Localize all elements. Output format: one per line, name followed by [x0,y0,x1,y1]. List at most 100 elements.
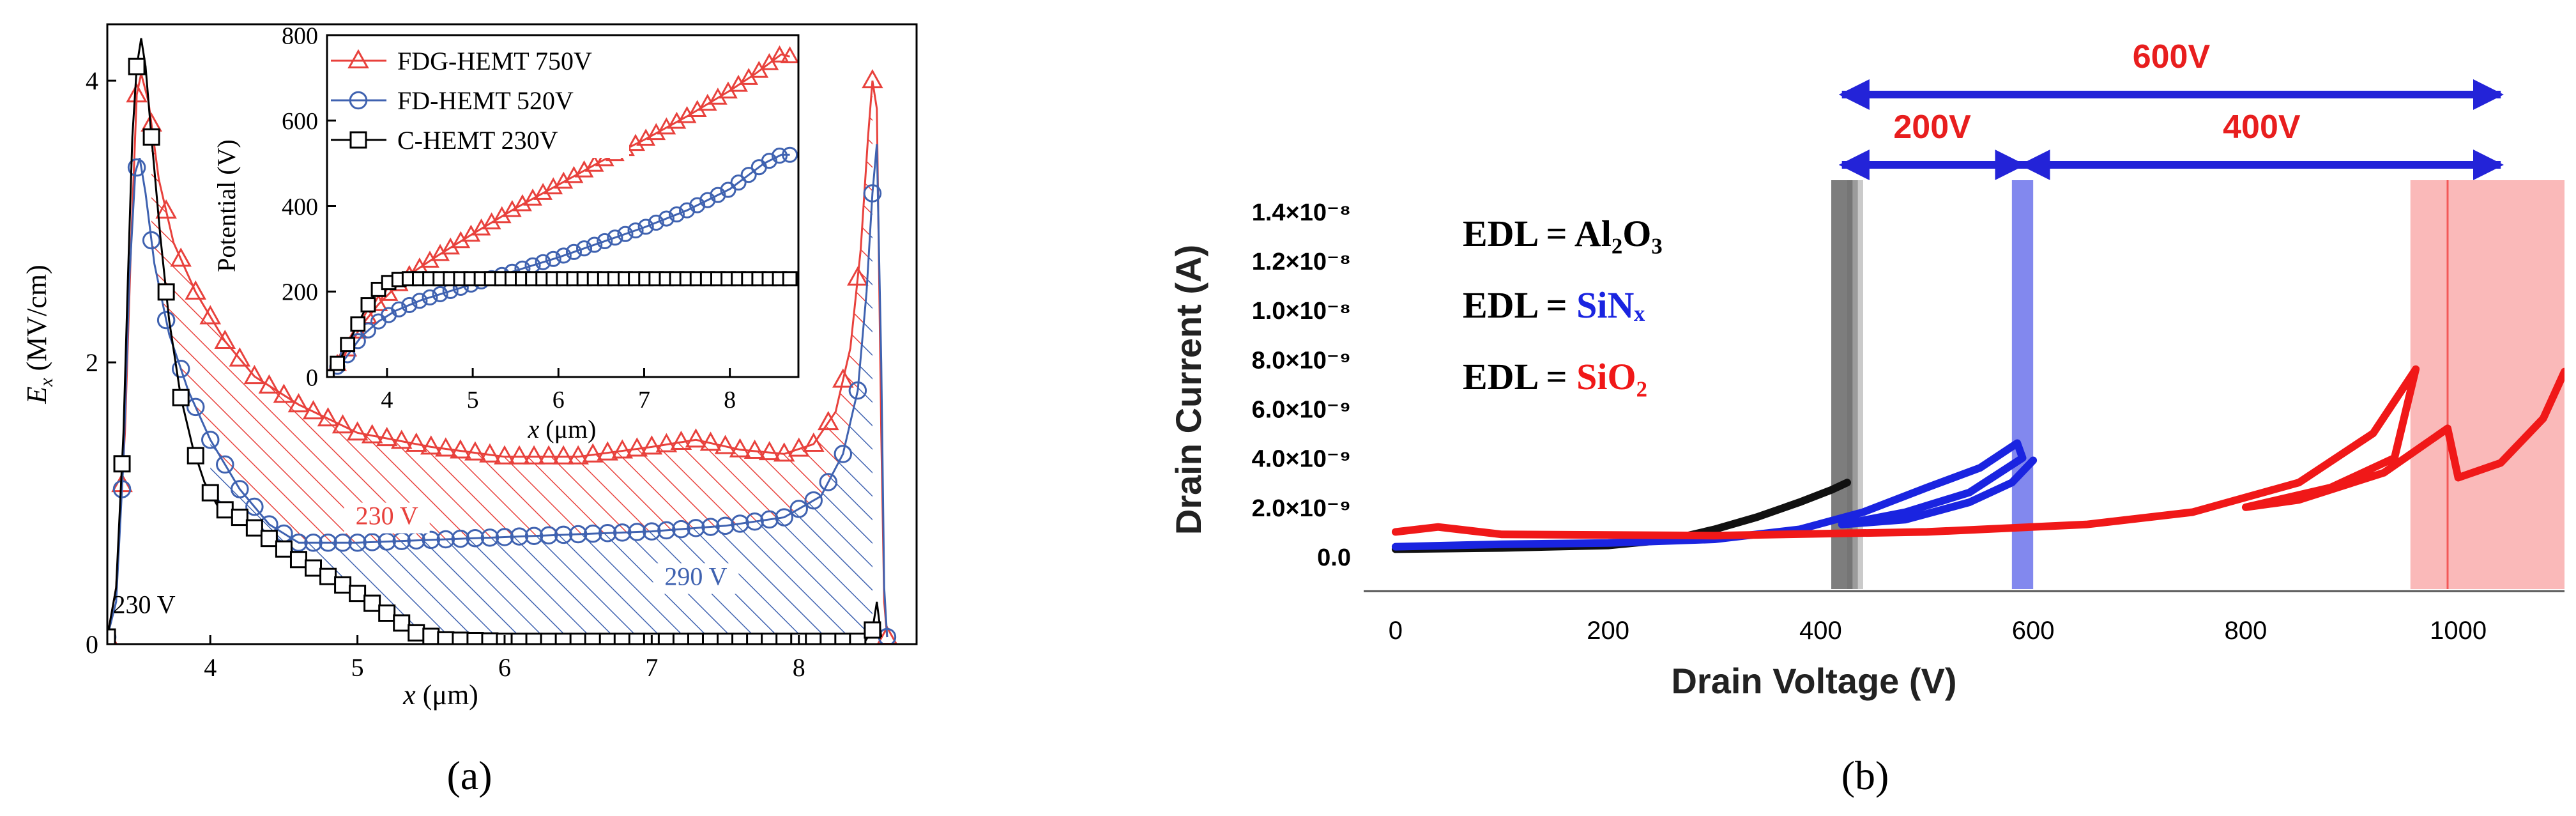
data-point [349,585,367,603]
panel-b-series [1391,365,2565,553]
data-point [258,374,280,394]
data-point [545,250,561,267]
data-point [689,197,706,213]
data-point [607,229,623,246]
y-axis-label: Ex (MV/cm) [21,265,57,404]
data-point [289,551,307,569]
data-point [378,604,396,622]
data-point [481,632,499,644]
data-point [847,266,869,286]
data-point [231,509,248,527]
data-point [432,286,448,302]
data-point [214,329,236,350]
data-point [760,510,779,529]
data-point [773,442,795,462]
data-point [553,445,574,465]
x-tick-label: 5 [467,387,479,413]
data-point [334,576,352,594]
data-point [817,411,839,431]
data-point [187,447,204,465]
data-point [480,528,499,547]
inset-axes: 4 5 6 7 8 0 200 400 600 800 x (μm) Potential (V) [212,22,736,443]
data-point [761,633,779,644]
data-point [731,633,749,644]
panel-a-inset: 4 5 6 7 8 0 200 400 600 800 x (μm) Potential (V) FD… [212,22,800,443]
data-point [655,433,678,452]
data-point [260,530,278,548]
x-tick-label: 4 [381,387,393,413]
data-point [687,519,705,537]
data-point [363,533,381,551]
x-tick-label: 400 [1799,617,1842,645]
data-point [729,438,751,458]
data-point [201,431,220,449]
data-point [586,236,603,253]
data-point [304,534,323,552]
data-point [582,443,604,463]
legend-label: C-HEMT 230V [397,126,558,155]
data-point [510,633,528,644]
data-point [701,633,719,644]
data-point [554,633,572,644]
data-point [672,633,690,644]
data-point [229,347,251,367]
annotation-label: 230 V [356,502,418,530]
data-point [627,222,644,239]
y-tick-label: 1.2×10⁻⁸ [1252,249,1351,275]
data-point [575,240,593,257]
y-tick-label: 1.4×10⁻⁸ [1252,199,1351,226]
data-point [617,226,634,242]
data-point [391,301,408,318]
annotation-background [344,502,430,534]
x-tick-label: 6 [498,653,511,682]
data-point [710,187,726,203]
data-point [775,508,793,527]
data-point [333,534,352,552]
data-point [687,633,705,644]
data-point [348,534,367,552]
data-point [771,148,788,164]
legend-item: FD-HEMT 520V [329,82,629,118]
legend-label: FD-HEMT 520V [397,86,574,115]
data-point [643,522,661,541]
legend-swatch-marker [347,49,369,68]
data-point [436,530,455,549]
x-tick-label: 7 [638,387,650,413]
shaded-regions [151,81,873,642]
voltage-arrow-label: 400V [2223,109,2301,146]
data-point [330,355,346,371]
blue-hatched-region [210,193,873,642]
data-point [819,633,837,644]
panel-b: 0 200 400 600 800 1000 0.0 2.0×10⁻⁹ 4.0×10⁻⁹ 6.0×… [1168,38,2565,798]
data-point [834,445,853,463]
voltage-arrow-label: 200V [1893,109,1971,146]
x-tick-label: 5 [351,653,364,682]
panel-a-axes: 4 5 6 7 8 0 2 4 x (μm) Ex (MV/cm) [21,66,805,711]
data-point [494,445,515,465]
data-point [172,389,190,406]
data-point [611,439,634,459]
series-c-hemt-230v [327,271,798,377]
data-point [495,528,514,546]
data-point [628,523,646,541]
data-point [435,437,457,457]
data-point [554,525,573,544]
y-tick-label: 4.0×10⁻⁹ [1252,446,1351,473]
data-point [770,45,789,63]
annotation-label: 230 V [113,590,176,619]
annotation-label: 290 V [664,562,727,590]
data-point [157,283,175,301]
voltage-arrows: 600V 200V 400V [1838,38,2504,180]
legend-item: FDG-HEMT 750V [329,43,629,79]
data-point [598,633,616,644]
data-point [535,254,551,270]
data-point [648,214,664,231]
data-point [567,445,589,465]
data-point [350,316,366,332]
breakdown-band [2410,180,2565,589]
data-point [788,437,810,457]
x-tick-label: 200 [1587,617,1629,645]
data-point [834,633,852,644]
panel-a-main-plot-area: 4 5 6 7 8 0 2 4 x (μm) Ex (MV/cm) 230 V 290 V 230 V [21,23,918,711]
